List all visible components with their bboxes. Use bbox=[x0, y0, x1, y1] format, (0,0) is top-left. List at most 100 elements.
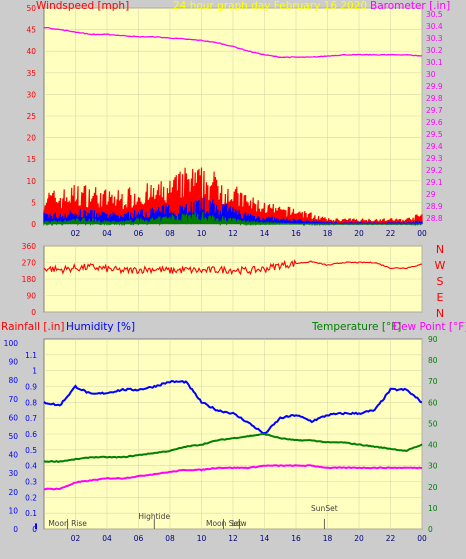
wind-direction-series-line bbox=[43, 258, 423, 276]
humidity-tick-label: 0.6 bbox=[25, 430, 37, 439]
compass-label: E bbox=[437, 291, 444, 304]
dewpoint-axis-title: Dew Point [°F] bbox=[393, 321, 466, 333]
temperature-axis-title: Temperature [°F] bbox=[311, 321, 401, 333]
temperature-tick-label: 30 bbox=[428, 462, 438, 471]
wind-series bbox=[43, 26, 423, 227]
humidity-tick-label: 0.9 bbox=[25, 383, 37, 392]
time-tick-label: 16 bbox=[291, 229, 301, 238]
direction-series bbox=[43, 258, 423, 276]
barometer-tick-label: 29.2 bbox=[426, 166, 443, 175]
temperature-tick-label: 50 bbox=[428, 419, 438, 428]
time-tick-label: 16 bbox=[291, 534, 301, 543]
temperature-tick-label: 20 bbox=[428, 483, 438, 492]
humidity-axis-title: Humidity [%] bbox=[66, 321, 135, 333]
time-tick-label: 06 bbox=[134, 534, 144, 543]
direction-tick-label: 270 bbox=[22, 259, 37, 268]
event-marker-label: Moon Set bbox=[206, 519, 241, 528]
temperature-series-line bbox=[43, 432, 423, 463]
temperature-tick-label: 80 bbox=[428, 356, 438, 365]
time-tick-label: 20 bbox=[354, 534, 364, 543]
direction-tick-label: 180 bbox=[22, 275, 37, 284]
rainfall-tick-label: 50 bbox=[8, 432, 18, 441]
time-tick-label: 12 bbox=[228, 534, 238, 543]
compass-label: S bbox=[437, 275, 444, 288]
rainfall-tick-label: 100 bbox=[4, 339, 19, 348]
barometer-tick-label: 30.3 bbox=[426, 34, 443, 43]
time-tick-label: 08 bbox=[165, 229, 175, 238]
barometer-tick-label: 29.9 bbox=[426, 82, 443, 91]
windspeed-tick-labels: 0 5 10 15 20 25 30 35 40 45 50 bbox=[26, 4, 36, 229]
humidity-tick-label: 0.2 bbox=[25, 493, 37, 502]
barometer-tick-label: 29.3 bbox=[426, 154, 443, 163]
direction-tick-label: 0 bbox=[31, 308, 36, 317]
event-marker-label: Low bbox=[232, 519, 247, 528]
time-tick-label: 00 bbox=[417, 534, 427, 543]
humidity-tick-label: 1 bbox=[32, 367, 37, 376]
rainfall-tick-label: 0 bbox=[13, 525, 18, 534]
windspeed-tick-label: 10 bbox=[26, 177, 36, 186]
compass-label: N bbox=[436, 307, 444, 320]
windspeed-tick-label: 20 bbox=[26, 134, 36, 143]
dewpoint-series-line bbox=[44, 464, 423, 491]
event-marker-label: SunSet bbox=[311, 504, 338, 513]
rainfall-axis-title: Rainfall [.in] bbox=[1, 321, 64, 333]
rainfall-tick-label: 10 bbox=[8, 506, 18, 515]
time-tick-label: 20 bbox=[354, 229, 364, 238]
barometer-tick-label: 30.5 bbox=[426, 10, 443, 19]
humidity-tick-label: 0 bbox=[32, 525, 37, 534]
time-tick-label: 06 bbox=[134, 229, 144, 238]
windspeed-tick-label: 50 bbox=[26, 4, 36, 13]
barometer-series-line bbox=[43, 26, 422, 59]
humidity-tick-label: 0.7 bbox=[25, 414, 37, 423]
barometer-tick-label: 30 bbox=[426, 70, 436, 79]
barometer-tick-label: 30.2 bbox=[426, 46, 443, 55]
min-wind-series-line bbox=[43, 211, 422, 227]
rainfall-tick-label: 30 bbox=[8, 469, 18, 478]
event-marker-label: Hightide bbox=[138, 512, 170, 521]
direction-tick-labels: 0 90 180 270 360 bbox=[22, 242, 37, 317]
barometer-tick-labels: 28.8 28.9 29 29.1 29.2 29.3 29.4 29.5 29.6 29.7 29… bbox=[426, 10, 443, 223]
wind-time-tick-labels: 02 04 06 08 10 12 14 16 18 20 22 00 bbox=[71, 229, 427, 238]
humidity-tick-label: 0.5 bbox=[25, 446, 37, 455]
temperature-tick-labels: 0 10 20 30 40 50 60 70 80 90 bbox=[428, 335, 438, 534]
barometer-tick-label: 29.6 bbox=[426, 118, 443, 127]
windspeed-tick-label: 5 bbox=[31, 198, 36, 207]
barometer-tick-label: 29.1 bbox=[426, 178, 443, 187]
barometer-tick-label: 28.8 bbox=[426, 214, 443, 223]
barometer-tick-label: 28.9 bbox=[426, 202, 443, 211]
time-tick-label: 18 bbox=[323, 534, 333, 543]
temp-grid bbox=[44, 339, 423, 530]
rainfall-tick-label: 40 bbox=[8, 451, 18, 460]
humidity-tick-labels: 0 0.1 0.2 0.3 0.4 0.5 0.6 0.7 0.8 0.9 1 1.1 bbox=[25, 351, 37, 534]
barometer-tick-label: 29.5 bbox=[426, 130, 443, 139]
time-tick-label: 22 bbox=[386, 534, 396, 543]
time-tick-label: 08 bbox=[165, 534, 175, 543]
temperature-tick-label: 40 bbox=[428, 441, 438, 450]
temp-time-tick-labels: 02 04 06 08 10 12 14 16 18 20 22 00 bbox=[71, 534, 427, 543]
compass-label: N bbox=[436, 243, 444, 256]
windspeed-tick-label: 35 bbox=[26, 69, 36, 78]
compass-label: W bbox=[435, 259, 446, 272]
temperature-tick-label: 0 bbox=[428, 525, 433, 534]
time-tick-label: 00 bbox=[417, 229, 427, 238]
time-tick-label: 14 bbox=[260, 229, 270, 238]
barometer-axis-title: Barometer [.in] bbox=[370, 0, 450, 12]
time-tick-label: 14 bbox=[260, 534, 270, 543]
rainfall-tick-label: 70 bbox=[8, 395, 18, 404]
barometer-tick-label: 29.8 bbox=[426, 94, 443, 103]
windspeed-tick-label: 40 bbox=[26, 47, 36, 56]
direction-tick-label: 360 bbox=[22, 242, 37, 251]
time-tick-label: 02 bbox=[71, 534, 81, 543]
windspeed-tick-label: 45 bbox=[26, 26, 36, 35]
rainfall-tick-label: 80 bbox=[8, 376, 18, 385]
windspeed-tick-label: 15 bbox=[26, 155, 36, 164]
time-tick-label: 04 bbox=[102, 229, 112, 238]
time-tick-label: 02 bbox=[71, 229, 81, 238]
rainfall-tick-label: 90 bbox=[8, 358, 18, 367]
windspeed-tick-label: 0 bbox=[31, 220, 36, 229]
temp-series bbox=[35, 379, 423, 529]
rainfall-tick-label: 20 bbox=[8, 488, 18, 497]
barometer-tick-label: 30.4 bbox=[426, 22, 443, 31]
